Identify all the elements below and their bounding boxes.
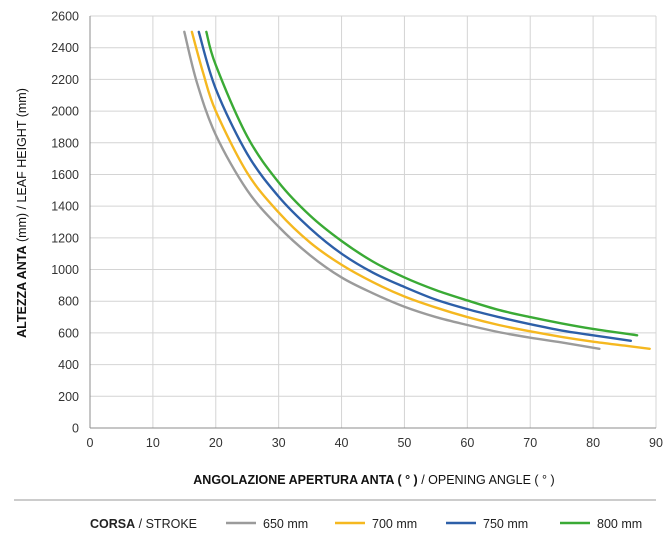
legend-label-750-mm: 750 mm [483, 517, 528, 531]
x-tick-label: 90 [649, 436, 663, 450]
legend: CORSA / STROKE 650 mm 700 mm 750 mm 800 mm [90, 517, 642, 531]
series-line-800-mm [205, 30, 639, 337]
grid [89, 15, 657, 429]
series-line-750-mm [197, 30, 633, 343]
y-tick-label: 1200 [51, 231, 79, 245]
legend-label-700-mm: 700 mm [372, 517, 417, 531]
y-tick-label: 2200 [51, 73, 79, 87]
x-tick-label: 70 [523, 436, 537, 450]
series-line-650-mm [183, 30, 601, 350]
y-tick-label: 2400 [51, 41, 79, 55]
y-tick-label: 200 [58, 390, 79, 404]
y-tick-label: 1600 [51, 168, 79, 182]
x-tick-label: 60 [460, 436, 474, 450]
y-tick-label: 2600 [51, 10, 79, 24]
x-tick-label: 50 [397, 436, 411, 450]
y-tick-label: 2000 [51, 105, 79, 119]
series-lines [183, 30, 651, 350]
y-tick-label: 1800 [51, 136, 79, 150]
y-tick-label: 0 [72, 422, 79, 436]
x-tick-label: 30 [272, 436, 286, 450]
x-tick-label: 0 [87, 436, 94, 450]
axes: 0200400600800100012001400160018002000220… [51, 10, 663, 451]
x-tick-label: 40 [335, 436, 349, 450]
y-tick-label: 1400 [51, 200, 79, 214]
legend-label-800-mm: 800 mm [597, 517, 642, 531]
y-axis-title: ALTEZZA ANTA (mm) / LEAF HEIGHT (mm) [15, 88, 29, 338]
series-line-700-mm [190, 30, 651, 350]
y-tick-label: 600 [58, 326, 79, 340]
y-tick-label: 400 [58, 358, 79, 372]
x-axis-title: ANGOLAZIONE APERTURA ANTA ( ° ) / OPENIN… [193, 473, 554, 487]
x-tick-label: 10 [146, 436, 160, 450]
legend-title: CORSA / STROKE [90, 517, 197, 531]
x-tick-label: 20 [209, 436, 223, 450]
y-tick-label: 800 [58, 295, 79, 309]
y-tick-label: 1000 [51, 263, 79, 277]
x-tick-label: 80 [586, 436, 600, 450]
legend-label-650-mm: 650 mm [263, 517, 308, 531]
